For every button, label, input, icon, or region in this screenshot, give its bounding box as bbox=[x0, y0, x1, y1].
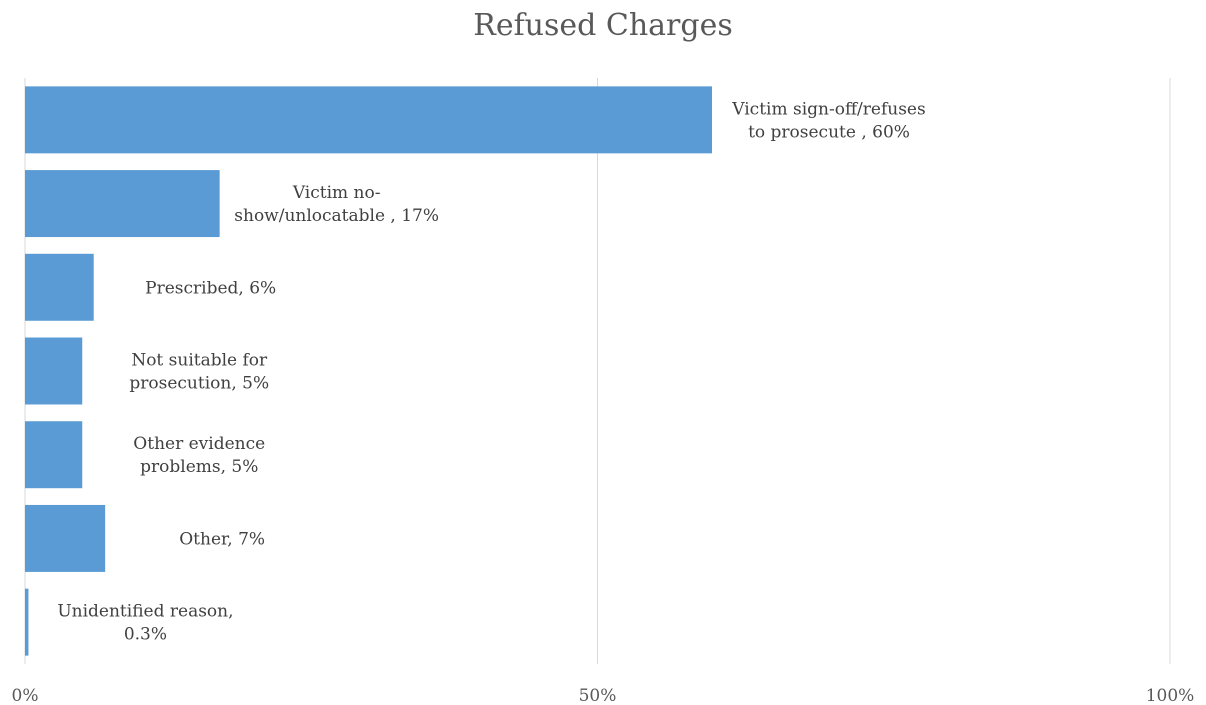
data-label: Victim no-show/unlocatable , 17% bbox=[234, 183, 439, 226]
data-label: Not suitable for prosecution, 5% bbox=[129, 351, 269, 394]
bar bbox=[25, 86, 712, 154]
bar bbox=[25, 170, 220, 238]
x-axis-ticks: 0% 50% 100% bbox=[12, 686, 1195, 705]
data-labels: Victim sign-off/refuses to prosecute , 60… bbox=[57, 99, 925, 644]
data-label-line: to prosecute , 60% bbox=[748, 122, 910, 142]
data-label-line: Other evidence bbox=[133, 434, 265, 454]
x-tick-label: 0% bbox=[12, 686, 39, 705]
gridlines bbox=[24, 78, 1171, 664]
chart-title: Refused Charges bbox=[473, 8, 733, 43]
data-label: Other evidence problems, 5% bbox=[133, 434, 265, 477]
bar bbox=[25, 588, 29, 656]
bar bbox=[25, 421, 83, 489]
data-label: Other, 7% bbox=[179, 529, 265, 549]
data-label-line: Prescribed, 6% bbox=[145, 278, 276, 298]
data-label-line: 0.3% bbox=[124, 625, 167, 645]
data-label: Unidentified reason, 0.3% bbox=[57, 602, 233, 645]
data-label-line: problems, 5% bbox=[140, 457, 258, 477]
data-label: Prescribed, 6% bbox=[145, 278, 276, 298]
bar bbox=[25, 253, 94, 321]
data-label-line: Victim no- bbox=[292, 183, 381, 203]
data-label-line: Unidentified reason, bbox=[57, 602, 233, 622]
data-label-line: prosecution, 5% bbox=[129, 374, 269, 394]
data-label-line: Victim sign-off/refuses bbox=[731, 99, 925, 119]
bar bbox=[25, 504, 106, 572]
data-label-line: Other, 7% bbox=[179, 529, 265, 549]
x-tick-label: 100% bbox=[1146, 686, 1195, 705]
bar bbox=[25, 337, 83, 405]
bars bbox=[25, 86, 712, 656]
x-tick-label: 50% bbox=[579, 686, 617, 705]
data-label: Victim sign-off/refuses to prosecute , 60… bbox=[731, 99, 925, 142]
data-label-line: show/unlocatable , 17% bbox=[234, 206, 439, 226]
data-label-line: Not suitable for bbox=[131, 351, 268, 371]
